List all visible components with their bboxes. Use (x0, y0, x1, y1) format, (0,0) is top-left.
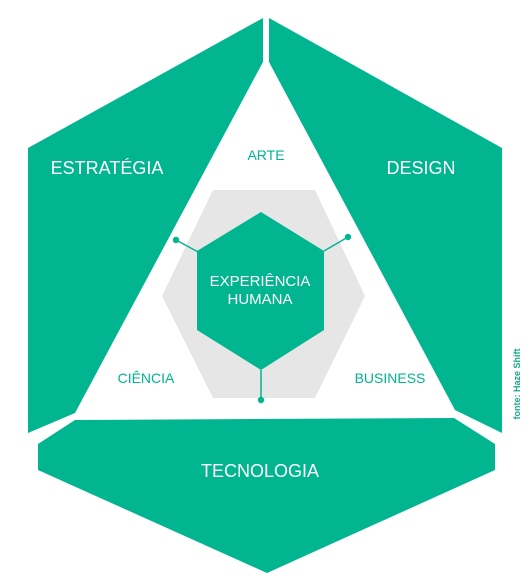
label-strategy: ESTRATÉGIA (51, 158, 164, 178)
label-technology: TECNOLOGIA (201, 461, 319, 481)
center-label-line2: HUMANA (227, 291, 292, 308)
connector-right-line (323, 236, 349, 252)
connector-left-dot (172, 236, 180, 244)
segment-technology (38, 418, 495, 573)
label-science: CIÊNCIA (118, 370, 175, 386)
connector-left-line (175, 239, 201, 254)
label-design: DESIGN (386, 158, 455, 178)
center-hexagon (197, 212, 324, 370)
connector-bottom-dot (257, 396, 265, 404)
segment-design (269, 18, 502, 433)
segment-strategy (28, 18, 263, 433)
connector-right-dot (344, 233, 352, 241)
label-business: BUSINESS (355, 370, 426, 386)
source-credit: fonte: Haze Shift (512, 348, 522, 419)
label-art: ARTE (247, 147, 284, 163)
center-label-line1: EXPERIÊNCIA (210, 273, 311, 290)
